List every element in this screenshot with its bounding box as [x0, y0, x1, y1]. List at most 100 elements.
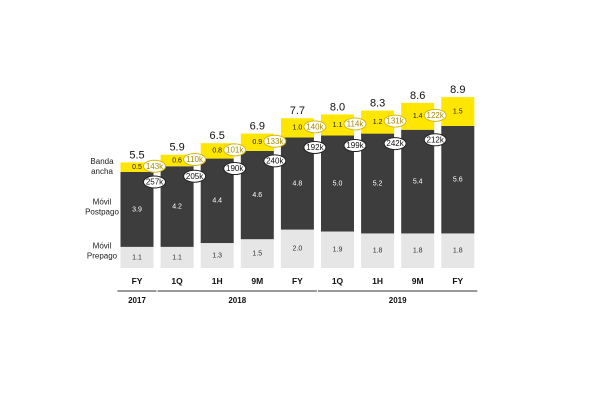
postpago-net-adds-oval: [143, 175, 166, 189]
postpago-net-adds-oval: [383, 137, 407, 151]
bar-segment-movil-postpago: [401, 129, 435, 234]
segment-value-label: 5.0: [333, 180, 343, 187]
segment-value-label: 1.9: [333, 247, 343, 254]
segment-value-label: 0.9: [252, 139, 262, 146]
postpago-net-adds-oval-label: 242k: [386, 139, 404, 148]
segment-value-label: 0.5: [132, 164, 142, 171]
category-tick-label: 9M: [251, 276, 263, 286]
banda-ancha-net-adds-oval-label: 110k: [186, 155, 204, 164]
total-value-label: 8.9: [450, 84, 465, 96]
banda-ancha-net-adds-oval: [183, 152, 207, 166]
banda-ancha-net-adds-oval: [223, 143, 247, 157]
category-tick-label: 1H: [212, 276, 223, 286]
bar-segment-movil-postpago: [361, 133, 395, 234]
segment-value-label: 5.4: [413, 178, 423, 185]
bar-segment-movil-postpago: [321, 135, 354, 232]
total-value-label: 5.9: [169, 142, 184, 154]
row-label-banda-ancha: Banda ancha: [90, 157, 114, 176]
banda-ancha-net-adds-oval: [263, 134, 287, 148]
total-value-label: 6.9: [250, 121, 265, 133]
total-value-label: 8.0: [330, 101, 345, 113]
segment-value-label: 1.8: [413, 248, 423, 255]
postpago-net-adds-oval-label: 212k: [427, 135, 445, 144]
growth-ovals: 143k 257k 110k 205k 101k 190k 133k 240k 140k 192k…: [143, 108, 447, 189]
segment-value-label: 4.6: [252, 192, 262, 199]
segment-value-label: 1.1: [333, 122, 343, 129]
row-labels: Banda ancha Móvil Postpago Móvil Prepago: [85, 157, 119, 260]
postpago-net-adds-oval-label: 240k: [266, 156, 284, 165]
category-tick-label: FY: [292, 276, 303, 286]
segment-value-label: 3.9: [132, 206, 142, 213]
bar-segment-movil-prepago: [240, 239, 274, 268]
banda-ancha-net-adds-oval-label: 114k: [347, 120, 365, 129]
segment-value-label: 1.2: [373, 119, 383, 126]
bar-segment-movil-prepago: [361, 233, 395, 268]
category-tick-label: 1H: [372, 276, 383, 286]
segment-value-label: 4.4: [212, 198, 222, 205]
total-labels: 5.5 5.9 6.5 6.9 7.7 8.0 8.3 8.6 8.9: [129, 84, 465, 161]
bar-segment-banda-ancha: [160, 154, 194, 167]
category-axis: FY 1Q 1H 9M FY 1Q 1H 9M FY 2017 2018 2019: [117, 276, 478, 305]
category-tick-label: FY: [452, 276, 463, 286]
bars: 1.1 3.9 0.5 1.1 4.2 0.6 1.3 4.4 0.8 1.5 4.6 0.9 2.0 4…: [120, 97, 475, 268]
total-value-label: 7.7: [290, 105, 305, 117]
bar-segment-movil-prepago: [280, 229, 314, 268]
segment-value-label: 1.5: [252, 250, 262, 257]
segment-value-label: 5.2: [373, 180, 383, 187]
segment-value-label: 0.8: [212, 148, 222, 155]
segment-value-label: 1.0: [293, 125, 303, 132]
banda-ancha-net-adds-oval: [143, 159, 166, 173]
segment-value-label: 1.1: [172, 254, 182, 261]
year-group-label: 2019: [389, 296, 407, 305]
postpago-net-adds-oval: [183, 169, 207, 183]
category-tick-label: 9M: [412, 276, 424, 286]
bar-segment-movil-prepago: [321, 231, 354, 268]
year-group-label: 2017: [128, 296, 146, 305]
banda-ancha-net-adds-oval: [343, 117, 367, 131]
year-group-label: 2018: [228, 296, 246, 305]
bar-segment-movil-prepago: [120, 246, 154, 268]
total-value-label: 8.6: [410, 90, 425, 102]
segment-value-label: 1.4: [413, 113, 423, 120]
total-value-label: 8.3: [370, 98, 385, 110]
postpago-net-adds-oval-label: 205k: [186, 172, 204, 181]
total-value-label: 5.5: [129, 149, 144, 161]
bar-segment-movil-postpago: [441, 125, 475, 234]
bar-segment-movil-prepago: [441, 233, 475, 268]
bar-segment-banda-ancha: [120, 162, 154, 172]
postpago-net-adds-oval: [303, 140, 327, 154]
banda-ancha-net-adds-oval-label: 122k: [427, 111, 445, 120]
row-label-movil-postpago: Móvil Postpago: [85, 197, 119, 216]
row-label-movil-prepago: Móvil Prepago: [87, 241, 118, 260]
segment-value-label: 4.8: [293, 180, 303, 187]
segment-value-label: 1.1: [132, 254, 142, 261]
total-value-label: 6.5: [210, 130, 225, 142]
bar-segment-banda-ancha: [441, 97, 475, 126]
segment-value-label: 4.2: [172, 203, 182, 210]
banda-ancha-net-adds-oval-label: 101k: [226, 145, 244, 154]
banda-ancha-net-adds-oval-label: 143k: [146, 162, 164, 171]
banda-ancha-net-adds-oval-label: 133k: [266, 137, 284, 146]
segment-value-label: 5.6: [453, 177, 463, 184]
postpago-net-adds-oval-label: 192k: [306, 143, 324, 152]
postpago-net-adds-oval: [223, 162, 247, 176]
segment-value-label: 1.5: [453, 108, 463, 115]
category-tick-label: 1Q: [171, 276, 183, 286]
segment-value-label: 2.0: [293, 246, 303, 253]
postpago-net-adds-oval-label: 257k: [146, 178, 164, 187]
segment-value-label: 0.6: [172, 157, 182, 164]
banda-ancha-net-adds-oval: [383, 114, 407, 128]
bar-segment-movil-prepago: [160, 246, 194, 268]
postpago-net-adds-oval: [263, 154, 287, 168]
banda-ancha-net-adds-oval-label: 131k: [386, 117, 404, 126]
banda-ancha-net-adds-oval: [423, 108, 447, 122]
bar-segment-banda-ancha: [361, 110, 395, 134]
category-tick-label: FY: [132, 276, 143, 286]
banda-ancha-net-adds-oval-label: 140k: [306, 122, 324, 131]
banda-ancha-net-adds-oval: [303, 120, 327, 134]
postpago-net-adds-oval-label: 199k: [346, 141, 364, 150]
category-tick-label: 1Q: [332, 276, 344, 286]
postpago-net-adds-oval-label: 190k: [226, 164, 244, 173]
bar-segment-movil-prepago: [200, 243, 234, 268]
